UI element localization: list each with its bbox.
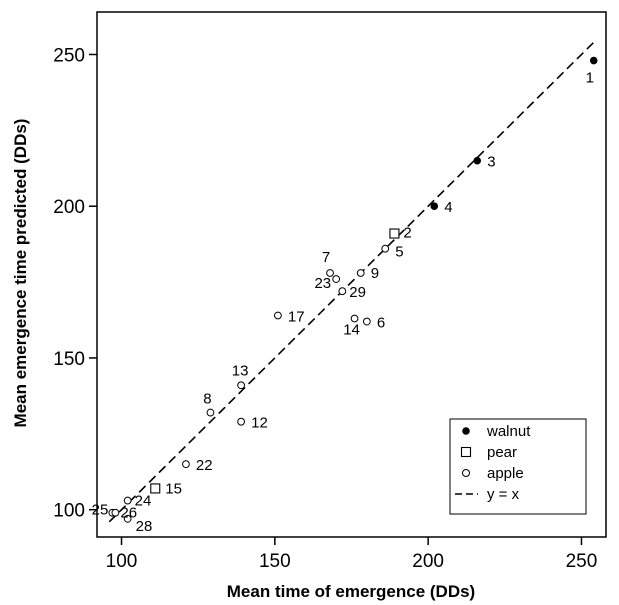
legend-label-apple: apple: [487, 465, 524, 482]
point-label-3: 3: [487, 154, 495, 171]
reference-line-y-equals-x: [108, 41, 595, 523]
apple-point-26: [111, 508, 120, 517]
y-tick-label: 100: [53, 501, 85, 522]
point-label-28: 28: [136, 518, 153, 535]
y-axis-title: Mean emergence time predicted (DDs): [11, 119, 30, 428]
legend-label-walnut: walnut: [486, 423, 531, 440]
legend-marker-apple-icon: [462, 469, 470, 477]
point-label-7: 7: [322, 249, 330, 266]
legend: walnut pear apple y = x: [449, 418, 587, 515]
walnut-point-3: [473, 156, 482, 165]
apple-point-12: [237, 417, 246, 426]
point-label-29: 29: [349, 284, 366, 301]
apple-point-5: [381, 244, 390, 253]
point-label-5: 5: [395, 244, 403, 261]
x-tick-label: 100: [106, 551, 138, 572]
x-tick-label: 150: [259, 551, 291, 572]
point-label-15: 15: [165, 480, 182, 497]
apple-point-13: [237, 381, 246, 390]
data-points: [108, 56, 598, 523]
point-label-23: 23: [314, 275, 331, 292]
apple-point-6: [362, 317, 371, 326]
x-tick-label: 200: [412, 551, 444, 572]
x-tick-label: 250: [566, 551, 598, 572]
point-label-1: 1: [586, 70, 594, 87]
point-label-2: 2: [403, 225, 411, 242]
y-tick-label: 250: [53, 45, 85, 66]
apple-point-8: [206, 408, 215, 417]
apple-point-9: [356, 269, 365, 277]
point-label-9: 9: [371, 265, 379, 282]
legend-label-reference-line: y = x: [487, 486, 520, 503]
apple-point-28: [123, 514, 132, 523]
walnut-point-4: [430, 202, 439, 211]
apple-point-14: [350, 314, 359, 323]
walnut-point-1: [589, 56, 598, 65]
point-label-6: 6: [377, 315, 385, 332]
y-tick-label: 150: [53, 349, 85, 370]
y-tick-label: 200: [53, 197, 85, 218]
apple-point-23: [332, 275, 341, 283]
point-label-14: 14: [343, 322, 360, 339]
point-label-8: 8: [203, 391, 211, 408]
legend-label-pear: pear: [487, 444, 517, 461]
apple-point-22: [182, 460, 190, 469]
axis-ticks: 100 150 200 250 100 150 200 250: [53, 45, 597, 572]
apple-point-7: [326, 269, 334, 277]
legend-marker-pear-icon: [460, 446, 472, 458]
pear-point-2: [389, 228, 400, 239]
point-label-25: 25: [92, 502, 109, 519]
x-axis-title: Mean time of emergence (DDs): [227, 582, 475, 601]
point-label-24: 24: [135, 493, 152, 510]
point-label-17: 17: [288, 308, 305, 325]
legend-box: [449, 418, 587, 515]
apple-point-24: [123, 496, 132, 505]
point-label-4: 4: [444, 199, 452, 216]
point-label-26: 26: [120, 505, 137, 522]
point-label-22: 22: [196, 457, 213, 474]
point-label-13: 13: [232, 362, 249, 379]
legend-marker-walnut-icon: [462, 427, 470, 435]
plot-frame: [96, 11, 607, 538]
point-label-12: 12: [251, 415, 268, 432]
pear-point-15: [150, 483, 161, 494]
apple-point-29: [338, 287, 347, 296]
apple-point-17: [274, 311, 282, 320]
